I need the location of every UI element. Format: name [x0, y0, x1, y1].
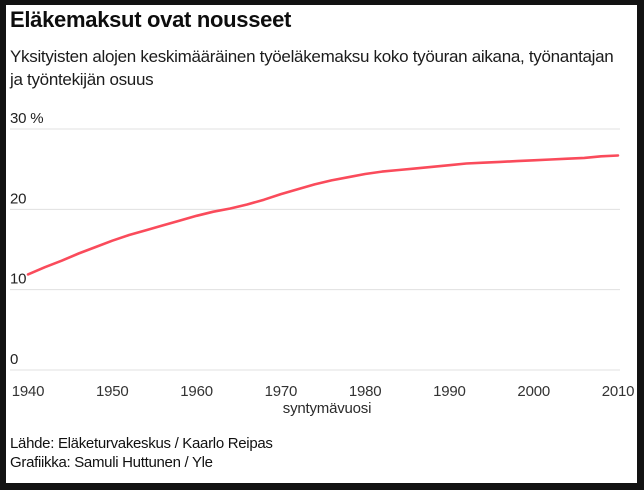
pension-contribution-line — [26, 154, 620, 276]
credit-line: Grafiikka: Samuli Huttunen / Yle — [10, 454, 213, 471]
y-tick-label: 10 — [10, 271, 26, 288]
x-tick-label: 1990 — [433, 383, 466, 400]
x-tick-label: 1960 — [180, 383, 213, 400]
chart-title: Eläkemaksut ovat nousseet — [10, 7, 292, 32]
x-axis-labels: 1940 1950 1960 1970 1980 1990 2000 2010 — [12, 383, 635, 400]
y-tick-label: 30 % — [10, 110, 43, 127]
y-axis-labels: 0 10 20 30 % — [10, 110, 44, 368]
source-line: Lähde: Eläketurvakeskus / Kaarlo Reipas — [10, 435, 273, 452]
gridlines — [10, 128, 620, 371]
x-tick-label: 1980 — [349, 383, 382, 400]
y-tick-label: 20 — [10, 190, 26, 207]
x-tick-label: 1940 — [12, 383, 45, 400]
x-tick-label: 1970 — [265, 383, 298, 400]
x-tick-label: 1950 — [96, 383, 129, 400]
x-axis-title: syntymävuosi — [283, 400, 371, 417]
line-chart: 0 10 20 30 % 1940 1950 1960 1970 1980 1990 2000 20… — [10, 110, 635, 417]
chart-subtitle: Yksityisten alojen keskimääräinen työelä… — [10, 47, 614, 89]
data-series — [26, 154, 620, 276]
chart-card: Eläkemaksut ovat nousseet Yksityisten al… — [6, 5, 637, 483]
x-tick-label: 2000 — [517, 383, 550, 400]
y-tick-label: 0 — [10, 351, 18, 368]
chart-footer: Lähde: Eläketurvakeskus / Kaarlo Reipas … — [10, 434, 273, 472]
x-tick-label: 2010 — [602, 383, 635, 400]
